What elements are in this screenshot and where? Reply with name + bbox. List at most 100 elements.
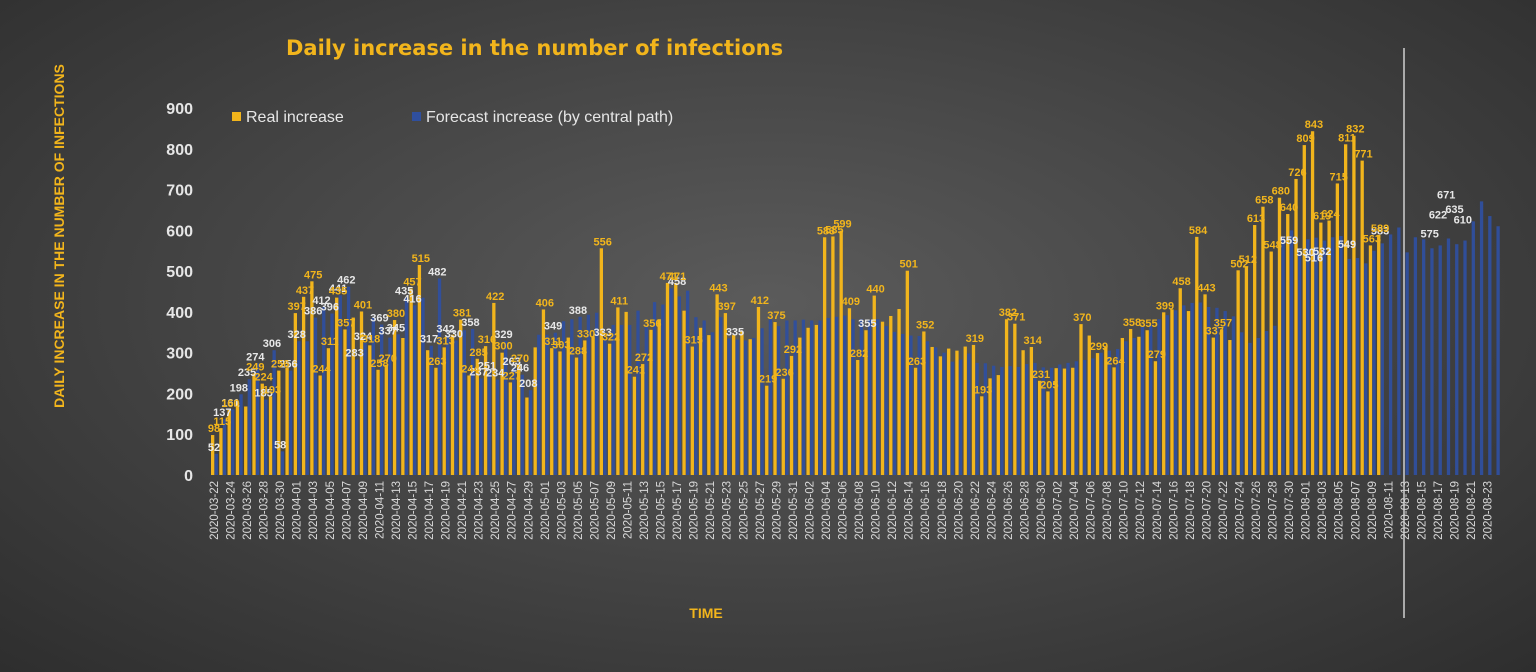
forecast-data-label: 52 bbox=[208, 442, 220, 454]
real-data-label: 249 bbox=[246, 362, 264, 374]
real-bar bbox=[550, 348, 554, 475]
forecast-data-label: 58 bbox=[274, 439, 286, 451]
real-data-label: 227 bbox=[503, 370, 521, 382]
forecast-bar bbox=[1479, 201, 1484, 475]
forecast-bar bbox=[619, 324, 624, 475]
x-tick-label: 2020-04-07 bbox=[341, 481, 353, 540]
x-tick-label: 2020-04-09 bbox=[358, 481, 370, 540]
real-bar bbox=[285, 367, 289, 475]
real-bar bbox=[1178, 288, 1182, 475]
x-tick-label: 2020-04-11 bbox=[374, 481, 386, 539]
forecast-bar bbox=[967, 353, 971, 475]
real-bar bbox=[1112, 367, 1116, 475]
forecast-bar bbox=[462, 330, 466, 475]
x-tick-label: 2020-05-23 bbox=[722, 481, 734, 540]
real-bar bbox=[417, 264, 422, 475]
real-bar bbox=[219, 428, 223, 475]
forecast-bar bbox=[586, 314, 591, 475]
x-tick-label: 2020-07-06 bbox=[1086, 481, 1098, 540]
real-data-label: 556 bbox=[594, 236, 612, 248]
forecast-bar bbox=[239, 394, 243, 475]
real-data-label: 318 bbox=[362, 333, 380, 345]
forecast-bar bbox=[1107, 350, 1112, 475]
legend-swatch-forecast bbox=[412, 112, 421, 121]
real-data-label: 563 bbox=[1363, 233, 1381, 245]
real-bar bbox=[1236, 270, 1240, 475]
forecast-bar bbox=[255, 363, 260, 475]
real-bar bbox=[516, 364, 521, 475]
real-bar bbox=[682, 310, 686, 475]
real-bar bbox=[1203, 294, 1207, 475]
real-bar bbox=[674, 282, 678, 475]
forecast-bar bbox=[1397, 227, 1401, 475]
forecast-bar bbox=[901, 333, 905, 475]
forecast-bar bbox=[578, 316, 582, 475]
real-bar bbox=[1319, 222, 1323, 475]
real-bar bbox=[368, 345, 372, 475]
forecast-bar bbox=[636, 310, 640, 475]
forecast-data-label: 251 bbox=[478, 361, 496, 373]
real-data-label: 589 bbox=[1371, 223, 1389, 235]
x-tick-label: 2020-04-23 bbox=[474, 481, 486, 540]
forecast-bar bbox=[1248, 342, 1252, 475]
forecast-bar bbox=[1297, 251, 1302, 475]
forecast-bar bbox=[1306, 239, 1310, 475]
real-data-label: 599 bbox=[833, 219, 851, 231]
x-tick-label: 2020-04-17 bbox=[424, 481, 436, 540]
forecast-bar bbox=[355, 359, 359, 475]
forecast-bar bbox=[1463, 240, 1467, 475]
forecast-bar bbox=[1388, 234, 1393, 475]
forecast-bar bbox=[545, 334, 549, 475]
forecast-bar bbox=[950, 361, 954, 475]
real-data-label: 457 bbox=[403, 277, 421, 289]
forecast-data-label: 237 bbox=[469, 366, 487, 378]
real-bar bbox=[1162, 312, 1166, 475]
forecast-bar bbox=[669, 288, 673, 475]
real-bar bbox=[765, 385, 769, 475]
real-bar bbox=[1343, 144, 1348, 476]
forecast-bar bbox=[280, 451, 285, 475]
forecast-bar bbox=[413, 305, 417, 475]
forecast-bar bbox=[1049, 367, 1054, 475]
real-data-label: 613 bbox=[1247, 213, 1265, 225]
real-bar bbox=[872, 295, 876, 475]
real-bar bbox=[475, 358, 479, 475]
forecast-data-label: 635 bbox=[1445, 204, 1463, 216]
forecast-data-label: 274 bbox=[246, 351, 265, 363]
real-data-label: 809 bbox=[1296, 133, 1314, 145]
real-bar bbox=[591, 336, 595, 475]
real-bar bbox=[1104, 346, 1108, 475]
real-bar bbox=[732, 335, 736, 475]
real-bar bbox=[1029, 346, 1034, 475]
x-tick-label: 2020-07-08 bbox=[1102, 481, 1114, 540]
forecast-bar bbox=[867, 320, 872, 475]
real-bar bbox=[740, 331, 744, 475]
real-bar bbox=[996, 375, 1000, 475]
x-tick-label: 2020-04-21 bbox=[457, 481, 469, 540]
bars bbox=[211, 131, 1500, 476]
x-tick-label: 2020-07-22 bbox=[1218, 481, 1230, 540]
legend-swatch-real bbox=[232, 112, 241, 121]
forecast-bar bbox=[1149, 324, 1153, 475]
forecast-bar bbox=[1223, 311, 1227, 475]
x-tick-label: 2020-04-25 bbox=[490, 481, 502, 540]
forecast-bar bbox=[892, 331, 897, 475]
real-bar bbox=[1071, 367, 1075, 475]
real-bar bbox=[335, 297, 339, 475]
forecast-bar bbox=[694, 317, 698, 475]
real-data-label: 726 bbox=[1288, 167, 1306, 179]
forecast-bar bbox=[264, 399, 268, 475]
real-bar bbox=[856, 360, 860, 475]
real-data-label: 658 bbox=[1255, 195, 1273, 207]
real-bar bbox=[789, 355, 794, 475]
forecast-bar bbox=[851, 319, 855, 475]
forecast-bar bbox=[1273, 325, 1277, 475]
forecast-bar bbox=[727, 338, 731, 475]
forecast-data-label: 349 bbox=[544, 321, 562, 333]
real-bar bbox=[723, 313, 728, 475]
x-tick-label: 2020-05-25 bbox=[738, 481, 750, 540]
forecast-bar bbox=[1496, 226, 1500, 475]
forecast-bar bbox=[776, 326, 781, 475]
x-tick-label: 2020-05-07 bbox=[589, 481, 601, 540]
forecast-bar bbox=[925, 341, 930, 475]
